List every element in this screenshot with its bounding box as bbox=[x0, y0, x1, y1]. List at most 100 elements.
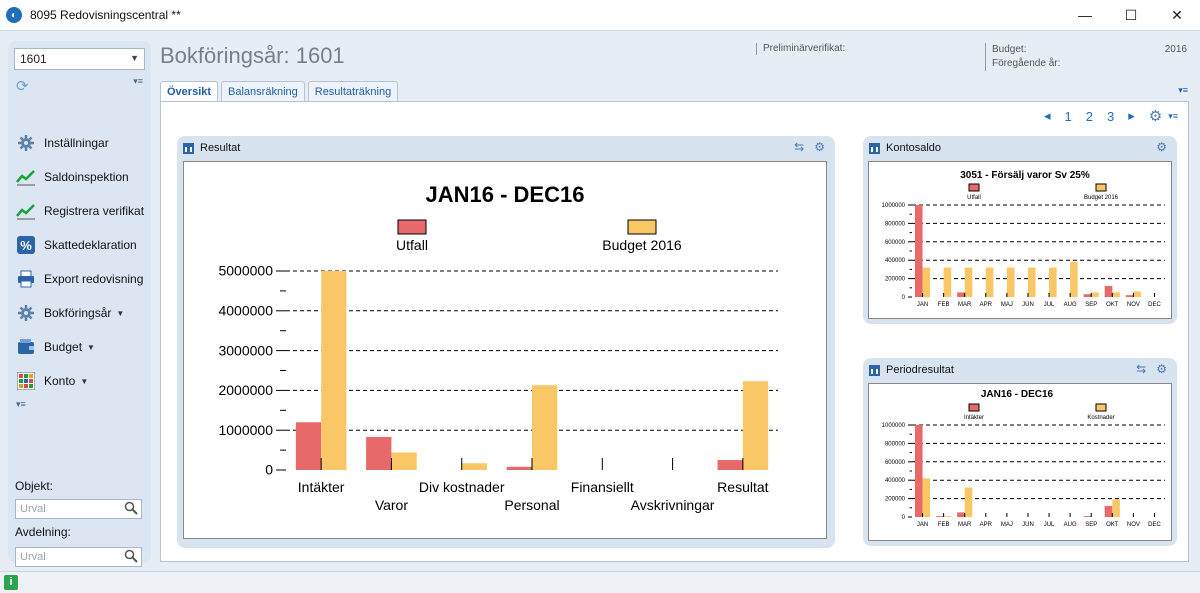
trend-chart-icon bbox=[16, 201, 36, 221]
sidebar-item-bokföringsår[interactable]: Bokföringsår ▼ bbox=[16, 296, 148, 330]
resultat-panel: Resultat ⇆ ⚙ JAN16 - DEC16 Utfall Budget 2… bbox=[177, 136, 835, 548]
sidebar-collapse-icon[interactable]: ▾≡ bbox=[16, 399, 26, 409]
page-2-button[interactable]: 2 bbox=[1085, 108, 1093, 124]
page-1-button[interactable]: 1 bbox=[1064, 108, 1072, 124]
tab-översikt[interactable]: Översikt bbox=[160, 81, 219, 102]
chart-title: JAN16 - DEC16 bbox=[981, 389, 1054, 400]
tab-options-icon[interactable]: ▾≡ bbox=[1178, 85, 1188, 95]
tab-balansräkning[interactable]: Balansräkning bbox=[221, 81, 305, 101]
periodresultat-chart-box: JAN16 - DEC16 Intäkter Kostnader 0 200000 400… bbox=[868, 383, 1172, 541]
sidebar: 1601 ▼ ⟳ ▾≡ Inställningar Saldoinspektion… bbox=[8, 41, 151, 567]
sidebar-item-skattedeklaration[interactable]: % Skattedeklaration bbox=[16, 228, 148, 262]
page-title: Bokföringsår: 1601 bbox=[160, 43, 345, 68]
minimize-button[interactable]: — bbox=[1078, 7, 1092, 23]
chart-icon bbox=[183, 142, 194, 154]
bar-series-2 bbox=[943, 516, 952, 517]
kontosaldo-panel-tools: ⚙ bbox=[1146, 140, 1167, 154]
y-tick-label: 0 bbox=[902, 295, 906, 301]
sidebar-item-export-redovisning[interactable]: Export redovisning bbox=[16, 262, 148, 296]
objekt-search-input[interactable]: Urval bbox=[15, 499, 142, 519]
bar-series-2 bbox=[964, 487, 973, 517]
legend-label: Utfall bbox=[396, 237, 428, 253]
search-icon[interactable] bbox=[124, 549, 138, 566]
pager-next-button[interactable]: ▸ bbox=[1128, 108, 1135, 123]
main-frame: 1601 ▼ ⟳ ▾≡ Inställningar Saldoinspektion… bbox=[0, 30, 1200, 571]
y-tick-label: 600000 bbox=[885, 240, 906, 246]
bar-series-2 bbox=[1006, 267, 1015, 297]
avdelning-label: Avdelning: bbox=[15, 525, 71, 539]
swap-icon[interactable]: ⇆ bbox=[1136, 362, 1147, 376]
gear-icon[interactable]: ⚙ bbox=[1156, 362, 1167, 376]
legend-swatch bbox=[397, 219, 427, 235]
x-tick-label: JAN bbox=[917, 302, 928, 308]
legend-swatch bbox=[968, 183, 980, 192]
bar-series-2 bbox=[461, 463, 488, 470]
sidebar-item-label: Inställningar bbox=[44, 136, 109, 150]
sidebar-item-label: Skattedeklaration bbox=[44, 238, 137, 252]
x-tick-label: Varor bbox=[375, 497, 409, 513]
y-tick-label: 0 bbox=[902, 515, 906, 521]
grid-icon bbox=[16, 371, 36, 391]
info-icon[interactable]: i bbox=[4, 575, 18, 590]
year-select[interactable]: 1601 ▼ bbox=[14, 48, 145, 70]
y-tick-label: 400000 bbox=[885, 478, 906, 484]
close-button[interactable]: ✕ bbox=[1171, 6, 1183, 23]
bar-series-2 bbox=[391, 452, 417, 470]
kontosaldo-panel-header: Kontosaldo bbox=[869, 140, 941, 156]
resultat-panel-title: Resultat bbox=[200, 142, 241, 154]
window-title: 8095 Redovisningscentral ** bbox=[30, 8, 181, 22]
window-controls: — ☐ ✕ bbox=[1062, 0, 1200, 30]
bar-series-1 bbox=[1104, 285, 1113, 297]
tab-bar: Översikt Balansräkning Resultaträkning bbox=[160, 81, 401, 102]
x-tick-label: DEC bbox=[1148, 522, 1161, 528]
sidebar-item-inställningar[interactable]: Inställningar bbox=[16, 126, 148, 160]
resultat-panel-tools: ⇆ ⚙ bbox=[784, 140, 825, 154]
x-tick-label: AUG bbox=[1064, 302, 1077, 308]
bar-series-2 bbox=[532, 385, 558, 470]
caret-down-icon: ▼ bbox=[116, 308, 125, 318]
x-tick-label: Personal bbox=[504, 497, 559, 513]
sidebar-options-icon[interactable]: ▾≡ bbox=[133, 76, 143, 86]
y-tick-label: 1000000 bbox=[882, 203, 906, 209]
sidebar-item-label: Budget bbox=[44, 340, 83, 354]
gear-icon bbox=[16, 303, 36, 323]
budget-info: Budget: Föregående år: 2016 bbox=[985, 43, 1187, 71]
caret-down-icon: ▼ bbox=[80, 376, 89, 386]
bar-series-1 bbox=[1125, 295, 1134, 297]
gear-icon[interactable]: ⚙ bbox=[814, 140, 825, 154]
tab-resultaträkning[interactable]: Resultaträkning bbox=[307, 81, 399, 101]
sidebar-item-registrera-verifikat[interactable]: Registrera verifikat bbox=[16, 194, 148, 228]
status-bar: i bbox=[0, 571, 1200, 593]
swap-icon[interactable]: ⇆ bbox=[794, 140, 805, 154]
sidebar-item-label: Bokföringsår bbox=[44, 306, 112, 320]
kontosaldo-panel: Kontosaldo ⚙ 3051 - Försälj varor Sv 25%… bbox=[863, 136, 1177, 324]
bar-series-2 bbox=[1070, 262, 1078, 297]
gear-icon[interactable]: ⚙ bbox=[1148, 108, 1163, 125]
sidebar-item-budget[interactable]: Budget ▼ bbox=[16, 330, 148, 364]
chevron-down-icon: ▼ bbox=[130, 53, 139, 63]
bar-series-1 bbox=[295, 422, 322, 470]
bar-series-2 bbox=[321, 271, 347, 470]
bar-series-1 bbox=[717, 460, 743, 470]
sidebar-item-saldoinspektion[interactable]: Saldoinspektion bbox=[16, 160, 148, 194]
budget-label: Budget: bbox=[992, 44, 1027, 55]
maximize-button[interactable]: ☐ bbox=[1124, 6, 1138, 23]
bar-series-1 bbox=[1083, 294, 1092, 297]
legend-label: Budget 2016 bbox=[602, 237, 682, 253]
page-3-button[interactable]: 3 bbox=[1107, 108, 1115, 124]
sidebar-menu: Inställningar Saldoinspektion Registrera v… bbox=[16, 126, 148, 398]
avdelning-search-input[interactable]: Urval bbox=[15, 547, 142, 567]
search-icon[interactable] bbox=[124, 501, 138, 518]
content-options-icon[interactable]: ▾≡ bbox=[1168, 110, 1178, 121]
refresh-icon[interactable]: ⟳ bbox=[16, 78, 29, 95]
legend-label: Kostnader bbox=[1087, 415, 1114, 421]
sidebar-item-konto[interactable]: Konto ▼ bbox=[16, 364, 148, 398]
x-tick-label: Div kostnader bbox=[419, 479, 505, 495]
x-tick-label: MAR bbox=[958, 302, 972, 308]
bar-series-2 bbox=[1027, 267, 1036, 297]
chart-title: 3051 - Försälj varor Sv 25% bbox=[960, 170, 1090, 181]
pager-prev-button[interactable]: ◂ bbox=[1044, 108, 1051, 123]
legend-swatch bbox=[1095, 403, 1107, 412]
gear-icon[interactable]: ⚙ bbox=[1156, 140, 1167, 154]
x-tick-label: SEP bbox=[1085, 522, 1097, 528]
